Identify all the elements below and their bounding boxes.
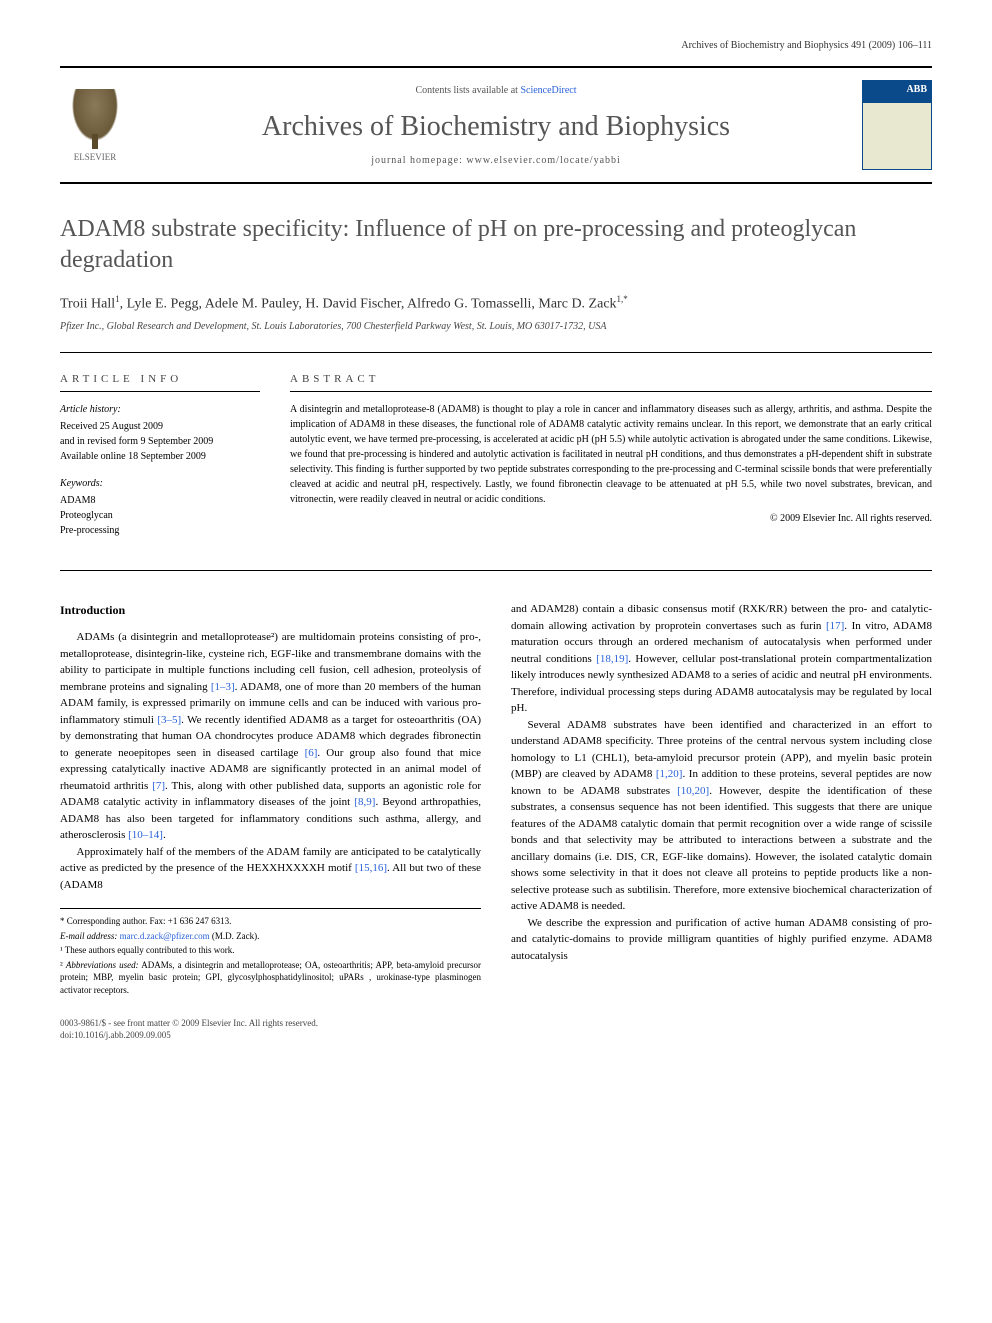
- contents-prefix: Contents lists available at: [415, 85, 520, 96]
- history-label: Article history:: [60, 402, 260, 417]
- article-history-block: Article history: Received 25 August 2009…: [60, 402, 260, 464]
- keywords-block: Keywords: ADAM8 Proteoglycan Pre-process…: [60, 476, 260, 538]
- publisher-logo: ELSEVIER: [60, 85, 130, 165]
- author-list: Troii Hall1, Lyle E. Pegg, Adele M. Paul…: [60, 294, 932, 313]
- elsevier-tree-icon: [70, 89, 120, 144]
- body-paragraph: ADAMs (a disintegrin and metalloprotease…: [60, 629, 481, 844]
- history-line: and in revised form 9 September 2009: [60, 434, 260, 449]
- abbreviations-note: ² Abbreviations used: ADAMs, a disintegr…: [60, 959, 481, 997]
- keywords-label: Keywords:: [60, 476, 260, 491]
- publisher-name: ELSEVIER: [74, 152, 117, 162]
- running-head: Archives of Biochemistry and Biophysics …: [60, 40, 932, 51]
- email-suffix: (M.D. Zack).: [212, 931, 259, 941]
- article-info-column: ARTICLE INFO Article history: Received 2…: [60, 373, 260, 550]
- abstract-column: ABSTRACT A disintegrin and metalloprotea…: [290, 373, 932, 550]
- info-abstract-row: ARTICLE INFO Article history: Received 2…: [60, 352, 932, 571]
- footer-doi: doi:10.1016/j.abb.2009.09.005: [60, 1029, 932, 1042]
- history-line: Received 25 August 2009: [60, 419, 260, 434]
- page-footer: 0003-9861/$ - see front matter © 2009 El…: [60, 1017, 932, 1042]
- body-two-column: Introduction ADAMs (a disintegrin and me…: [60, 601, 932, 997]
- abstract-text: A disintegrin and metalloprotease-8 (ADA…: [290, 402, 932, 507]
- body-paragraph: We describe the expression and purificat…: [511, 915, 932, 965]
- keyword: Proteoglycan: [60, 508, 260, 523]
- body-paragraph: and ADAM28) contain a dibasic consensus …: [511, 601, 932, 717]
- footnotes-block: * Corresponding author. Fax: +1 636 247 …: [60, 908, 481, 997]
- keyword: Pre-processing: [60, 523, 260, 538]
- body-paragraph: Approximately half of the members of the…: [60, 844, 481, 894]
- contents-available-line: Contents lists available at ScienceDirec…: [150, 85, 842, 96]
- abstract-heading: ABSTRACT: [290, 373, 932, 392]
- keyword: ADAM8: [60, 493, 260, 508]
- email-line: E-mail address: marc.d.zack@pfizer.com (…: [60, 930, 481, 943]
- sciencedirect-link[interactable]: ScienceDirect: [520, 85, 576, 96]
- corresponding-author-note: * Corresponding author. Fax: +1 636 247 …: [60, 915, 481, 928]
- journal-name: Archives of Biochemistry and Biophysics: [150, 111, 842, 143]
- journal-homepage: journal homepage: www.elsevier.com/locat…: [150, 155, 842, 166]
- email-link[interactable]: marc.d.zack@pfizer.com: [120, 931, 210, 941]
- journal-cover-thumbnail: [862, 80, 932, 170]
- journal-center-block: Contents lists available at ScienceDirec…: [150, 85, 842, 166]
- body-paragraph: Several ADAM8 substrates have been ident…: [511, 717, 932, 915]
- article-info-heading: ARTICLE INFO: [60, 373, 260, 392]
- history-line: Available online 18 September 2009: [60, 449, 260, 464]
- introduction-heading: Introduction: [60, 601, 481, 619]
- article-title: ADAM8 substrate specificity: Influence o…: [60, 214, 932, 276]
- email-label: E-mail address:: [60, 931, 117, 941]
- abstract-copyright: © 2009 Elsevier Inc. All rights reserved…: [290, 513, 932, 524]
- equal-contribution-note: ¹ These authors equally contributed to t…: [60, 944, 481, 957]
- journal-header: ELSEVIER Contents lists available at Sci…: [60, 66, 932, 184]
- footer-front-matter: 0003-9861/$ - see front matter © 2009 El…: [60, 1017, 932, 1030]
- affiliation: Pfizer Inc., Global Research and Develop…: [60, 321, 932, 332]
